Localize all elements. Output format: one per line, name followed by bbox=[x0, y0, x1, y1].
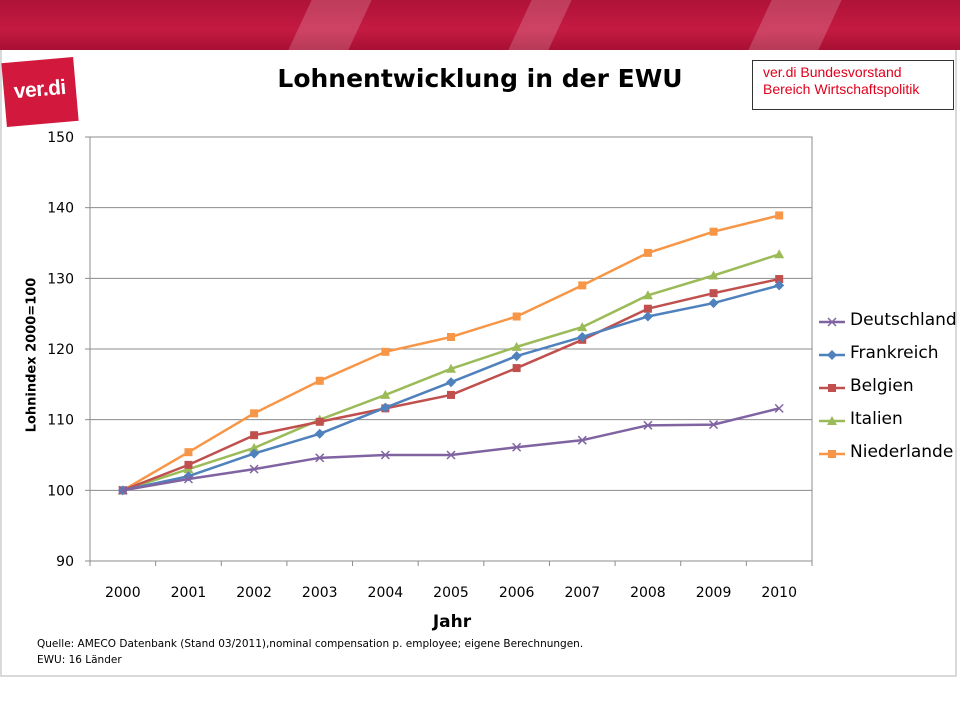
legend-swatch-niederlande bbox=[819, 450, 845, 458]
legend-marker bbox=[828, 450, 836, 458]
data-point-frankreich bbox=[511, 351, 522, 362]
data-point-frankreich bbox=[249, 448, 260, 459]
y-tick-label: 130 bbox=[47, 271, 74, 287]
y-tick-label: 150 bbox=[47, 130, 74, 146]
legend-swatch-frankreich bbox=[819, 350, 845, 360]
y-tick-label: 110 bbox=[47, 413, 74, 429]
data-point-belgien bbox=[643, 304, 652, 313]
data-point-italien bbox=[511, 341, 522, 351]
data-point-italien bbox=[577, 322, 588, 332]
y-tick-label: 90 bbox=[56, 554, 74, 570]
x-tick-label: 2009 bbox=[696, 585, 732, 601]
frame-right bbox=[955, 50, 957, 675]
x-tick-label: 2010 bbox=[761, 585, 797, 601]
x-tick-label: 2008 bbox=[630, 585, 666, 601]
info-line-1: ver.di Bundesvorstand bbox=[763, 64, 902, 80]
info-line-2: Bereich Wirtschaftspolitik bbox=[763, 81, 920, 97]
legend-label: Belgien bbox=[850, 376, 914, 396]
source-line-1: Quelle: AMECO Datenbank (Stand 03/2011),… bbox=[37, 638, 584, 650]
data-point-frankreich bbox=[446, 377, 456, 388]
data-point-deutschland bbox=[577, 435, 587, 445]
data-point-niederlande bbox=[447, 332, 455, 341]
data-point-niederlande bbox=[381, 347, 390, 356]
x-tick-label: 2002 bbox=[236, 585, 272, 601]
source-note: Quelle: AMECO Datenbank (Stand 03/2011),… bbox=[37, 636, 583, 668]
data-point-frankreich bbox=[577, 331, 588, 342]
y-tick-label: 140 bbox=[47, 201, 74, 217]
data-point-niederlande bbox=[709, 227, 718, 236]
legend-swatch-belgien bbox=[819, 384, 845, 392]
data-point-frankreich bbox=[380, 402, 391, 413]
legend-swatch-italien bbox=[819, 416, 845, 425]
page-title: Lohnentwicklung in der EWU bbox=[277, 64, 683, 93]
legend-marker bbox=[827, 317, 837, 327]
legend-swatch-deutschland bbox=[819, 317, 845, 327]
legend-marker bbox=[827, 350, 837, 360]
data-point-frankreich bbox=[708, 298, 719, 309]
data-point-italien bbox=[774, 249, 785, 259]
legend-label: Deutschland bbox=[850, 310, 957, 330]
data-point-italien bbox=[380, 389, 391, 399]
data-point-niederlande bbox=[512, 312, 521, 321]
data-point-frankreich bbox=[642, 311, 653, 322]
legend-label: Frankreich bbox=[850, 343, 939, 363]
x-axis-label: Jahr bbox=[432, 612, 472, 632]
legend-marker bbox=[828, 384, 836, 392]
data-point-deutschland bbox=[446, 450, 456, 460]
y-tick-label: 100 bbox=[47, 483, 74, 499]
data-point-frankreich bbox=[774, 280, 785, 291]
source-line-2: EWU: 16 Länder bbox=[37, 654, 122, 666]
data-point-niederlande bbox=[250, 409, 259, 418]
info-box: ver.di Bundesvorstand Bereich Wirtschaft… bbox=[752, 60, 954, 110]
data-point-deutschland bbox=[380, 450, 390, 460]
data-point-italien bbox=[249, 442, 260, 452]
x-tick-label: 2004 bbox=[368, 585, 404, 601]
data-point-deutschland bbox=[709, 420, 719, 430]
x-tick-label: 2003 bbox=[302, 585, 338, 601]
data-point-belgien bbox=[512, 364, 521, 373]
data-point-belgien bbox=[315, 417, 324, 426]
frame-left bbox=[0, 50, 2, 675]
y-tick-label: 120 bbox=[47, 342, 74, 358]
frame-bottom bbox=[0, 675, 957, 677]
data-point-belgien bbox=[184, 460, 193, 469]
data-point-deutschland bbox=[183, 474, 193, 484]
data-point-belgien bbox=[250, 431, 259, 440]
data-point-deutschland bbox=[249, 464, 259, 474]
data-point-deutschland bbox=[315, 453, 325, 463]
data-point-italien bbox=[446, 363, 456, 373]
data-point-niederlande bbox=[315, 376, 324, 385]
x-tick-label: 2006 bbox=[499, 585, 535, 601]
legend-marker bbox=[827, 416, 837, 425]
data-point-deutschland bbox=[643, 420, 653, 430]
data-point-italien bbox=[708, 270, 719, 280]
data-point-niederlande bbox=[775, 211, 784, 220]
data-point-italien bbox=[642, 290, 653, 300]
y-axis-label: Lohnindex 2000=100 bbox=[24, 277, 40, 433]
data-point-belgien bbox=[775, 275, 784, 284]
x-tick-label: 2005 bbox=[433, 585, 469, 601]
header-bar bbox=[0, 0, 960, 50]
data-point-belgien bbox=[709, 289, 718, 298]
data-point-belgien bbox=[447, 390, 455, 399]
legend-label: Niederlande bbox=[850, 442, 954, 462]
data-point-niederlande bbox=[578, 281, 587, 290]
x-tick-label: 2000 bbox=[105, 585, 141, 601]
x-tick-label: 2007 bbox=[564, 585, 600, 601]
data-point-deutschland bbox=[512, 442, 522, 452]
data-point-deutschland bbox=[118, 485, 128, 495]
data-point-niederlande bbox=[184, 448, 193, 457]
x-tick-label: 2001 bbox=[171, 585, 207, 601]
legend-label: Italien bbox=[850, 409, 903, 429]
data-point-frankreich bbox=[314, 428, 325, 439]
data-point-niederlande bbox=[643, 248, 652, 257]
data-point-deutschland bbox=[774, 403, 784, 413]
